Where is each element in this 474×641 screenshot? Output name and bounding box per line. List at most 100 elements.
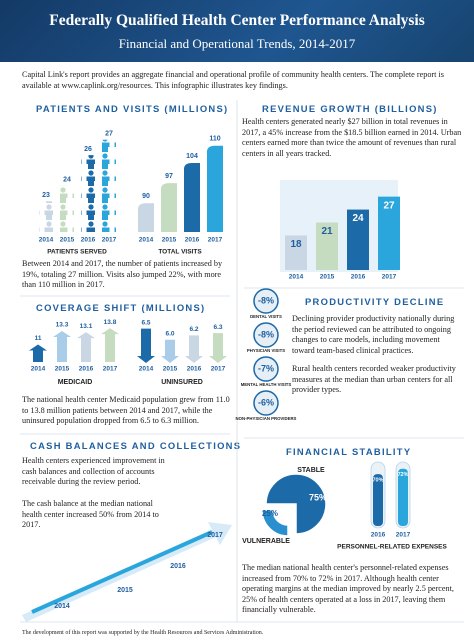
bar <box>398 468 408 526</box>
section-text: Rural health centers recorded weaker pro… <box>292 364 456 395</box>
arrow-bar <box>53 331 71 362</box>
year-label: 2016 <box>351 274 366 281</box>
year-label: 2015 <box>55 366 70 373</box>
year-label: 2015 <box>162 237 177 244</box>
value-label: 110 <box>209 136 220 143</box>
bar <box>161 183 177 232</box>
value-label: 25% <box>262 509 278 518</box>
section-heading: CASH BALANCES AND COLLECTIONS <box>30 440 242 451</box>
badge-label: MENTAL HEALTH VISITS <box>241 382 292 387</box>
donut-label: VULNERABLE <box>242 538 290 545</box>
year-label: 2017 <box>382 274 397 281</box>
value-label: 24 <box>352 213 364 224</box>
section-text: Health centers experienced improvement i… <box>22 456 165 487</box>
section-heading: PATIENTS AND VISITS (MILLIONS) <box>36 103 229 114</box>
year-label: 2016 <box>79 366 94 373</box>
value-label: 13.8 <box>104 319 117 326</box>
year-label: 2017 <box>211 366 226 373</box>
badge-value: -6% <box>258 397 274 407</box>
footer: The development of this report was suppo… <box>22 630 264 636</box>
value-label: 24 <box>63 177 71 184</box>
year-label: 2017 <box>207 532 223 539</box>
badge <box>253 356 279 382</box>
bar <box>378 196 400 270</box>
badge-label: NON-PHYSICIAN PROVIDERS <box>236 416 297 421</box>
chart-label: PATIENTS SERVED <box>47 249 107 256</box>
badge-label: DENTAL VISITS <box>250 314 282 319</box>
year-label: 2015 <box>320 274 335 281</box>
patient-icons <box>102 139 116 232</box>
arrow-bar <box>29 344 47 362</box>
arrow-bar <box>77 332 95 362</box>
bar <box>184 163 200 232</box>
value-label: 6.2 <box>189 326 198 333</box>
year-label: 2017 <box>102 237 117 244</box>
year-label: 2014 <box>139 237 154 244</box>
value-label: 97 <box>165 173 173 180</box>
value-label: 13.1 <box>80 323 93 330</box>
chart-label: TOTAL VISITS <box>158 249 202 256</box>
year-label: 2016 <box>187 366 202 373</box>
chart-label: PERSONNEL-RELATED EXPENSES <box>337 544 447 551</box>
subtitle: Financial and Operational Trends, 2014-2… <box>118 36 356 51</box>
year-label: 2015 <box>117 587 133 594</box>
arrow-bar <box>137 328 155 363</box>
year-label: 2014 <box>31 366 46 373</box>
badge-value: -7% <box>258 363 274 373</box>
value-label: 18 <box>290 239 302 250</box>
value-label: 90 <box>142 193 150 200</box>
year-label: 2015 <box>60 237 75 244</box>
value-label: 75% <box>309 492 327 502</box>
year-label: 2014 <box>39 237 54 244</box>
section-heading: PRODUCTIVITY DECLINE <box>305 296 445 307</box>
value-label: 6.3 <box>213 324 222 331</box>
badge-label: PHYSICIAN VISITS <box>247 348 285 353</box>
section-text: Between 2014 and 2017, the number of pat… <box>22 259 223 290</box>
donut-label: STABLE <box>297 467 325 474</box>
year-label: 2016 <box>170 563 186 570</box>
section-text: Health centers generated nearly $27 bill… <box>242 117 462 158</box>
header-band <box>0 0 474 62</box>
year-label: 2014 <box>289 274 304 281</box>
patient-icons <box>60 185 74 232</box>
section-heading: FINANCIAL STABILITY <box>286 446 412 457</box>
intro: Capital Link's report provides an aggreg… <box>22 70 444 90</box>
bar <box>316 222 338 270</box>
year-label: 2017 <box>396 532 411 539</box>
value-label: 72% <box>397 472 408 478</box>
patient-icons <box>39 201 53 232</box>
value-label: 26 <box>84 146 92 153</box>
arrow-bar <box>101 328 119 362</box>
value-label: 27 <box>105 131 113 138</box>
bar <box>373 474 383 526</box>
year-label: 2015 <box>163 366 178 373</box>
section-heading: REVENUE GROWTH (BILLIONS) <box>262 103 438 114</box>
year-label: 2016 <box>81 237 96 244</box>
chart-label: MEDICAID <box>58 379 93 386</box>
arrow-bar <box>161 339 179 363</box>
chart-label: UNINSURED <box>161 379 203 386</box>
badge <box>253 288 279 314</box>
title: Federally Qualified Health Center Perfor… <box>49 12 425 29</box>
year-label: 2017 <box>103 366 118 373</box>
value-label: 23 <box>42 192 50 199</box>
donut-segment <box>265 473 327 535</box>
bar <box>207 145 223 232</box>
year-label: 2016 <box>371 532 386 539</box>
value-label: 104 <box>186 153 198 160</box>
section-text: Declining provider productivity national… <box>292 314 455 355</box>
value-label: 13.3 <box>56 322 69 329</box>
value-label: 70% <box>372 478 383 484</box>
year-label: 2014 <box>139 366 154 373</box>
badge <box>253 390 279 416</box>
bar <box>347 209 369 270</box>
arrow-bar <box>209 333 227 363</box>
donut-segment <box>261 509 289 537</box>
value-label: 21 <box>321 226 333 237</box>
value-label: 6.0 <box>165 330 174 337</box>
section-text: The median national health center's pers… <box>242 563 454 615</box>
arrow-bar <box>185 335 203 363</box>
year-label: 2017 <box>208 237 223 244</box>
section-text: The cash balance at the median national … <box>22 499 159 530</box>
